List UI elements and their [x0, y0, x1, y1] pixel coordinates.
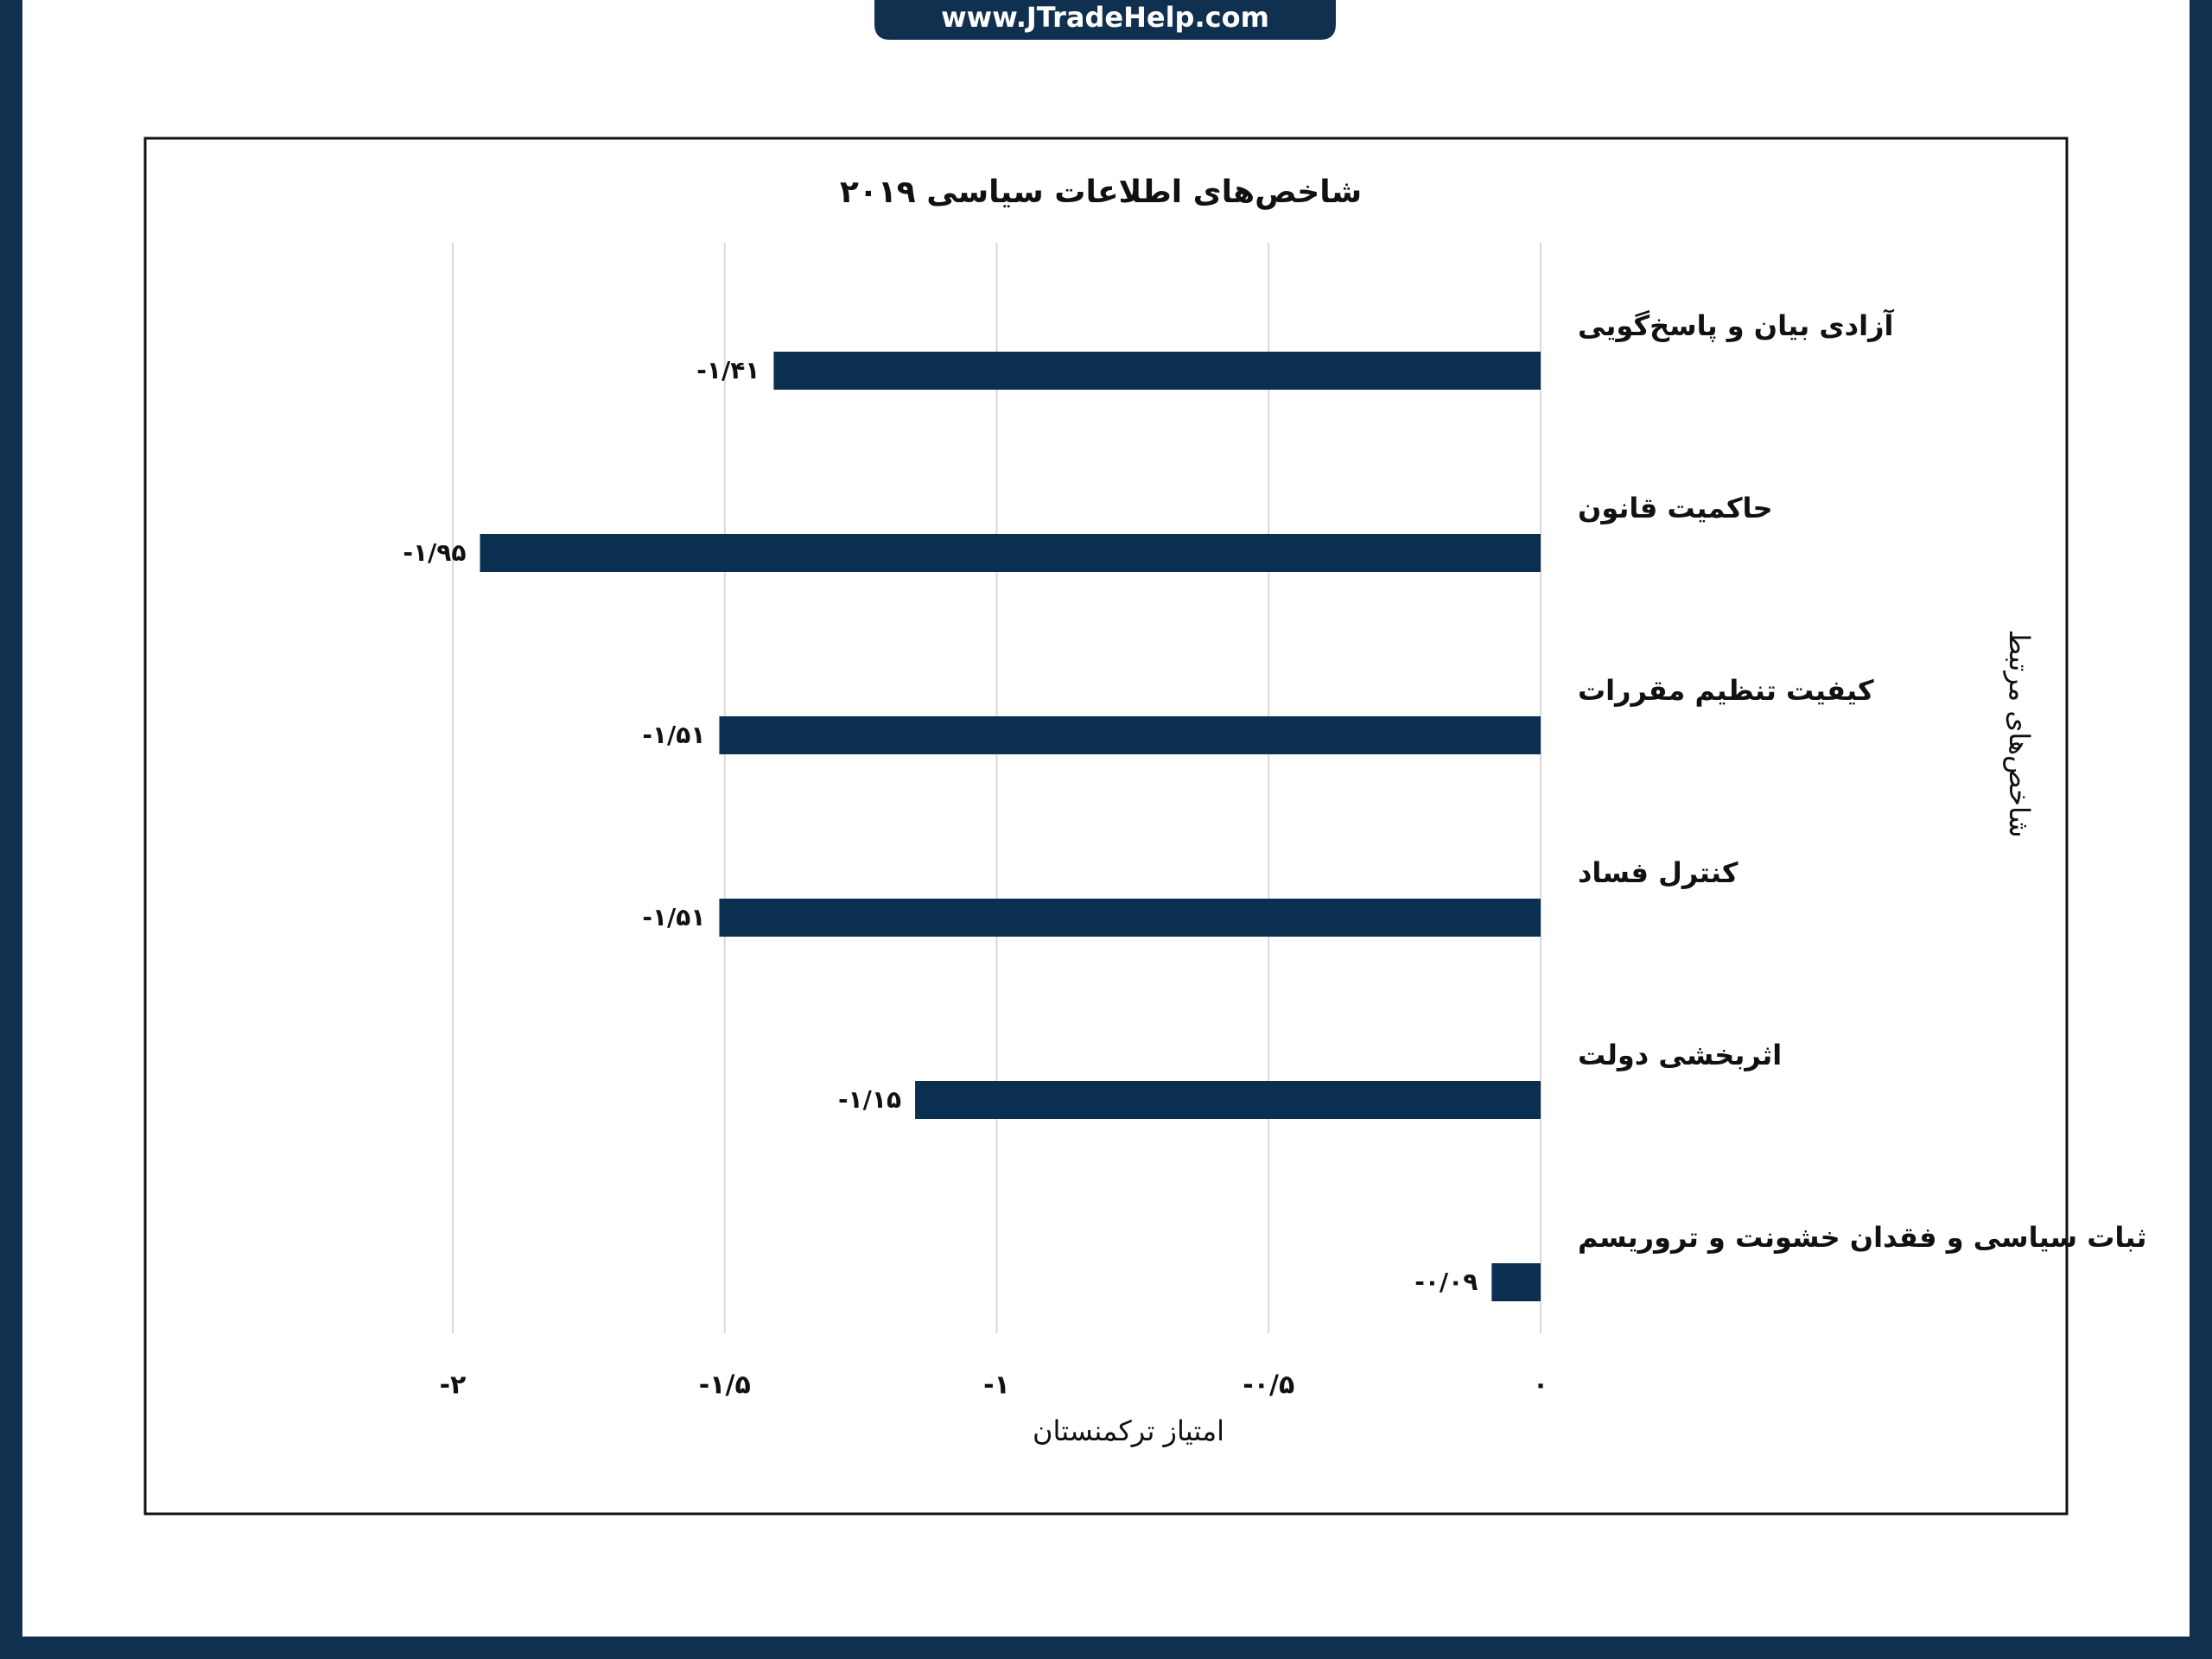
y-axis-title: شاخص‌های مرتبط — [2003, 629, 2036, 837]
bar — [1491, 1263, 1541, 1301]
value-label: -۰/۰۹ — [1414, 1268, 1478, 1296]
x-axis-title: امتیاز ترکمنستان — [1033, 1414, 1224, 1447]
chart-frame — [143, 137, 2069, 1516]
value-label: -۱/۵۱ — [642, 903, 705, 931]
x-tick-label: -۲ — [440, 1370, 467, 1401]
bar — [719, 716, 1541, 754]
x-tick-label: -۰/۵ — [1243, 1370, 1294, 1401]
banner-text: www.JTradeHelp.com — [941, 1, 1269, 34]
bar — [719, 899, 1541, 937]
x-tick-label: ۰ — [1533, 1370, 1548, 1401]
value-label: -۱/۹۵ — [403, 538, 466, 567]
canvas — [22, 0, 2190, 1637]
category-label: آزادی بیان و پاسخ‌گویی — [1578, 308, 1894, 342]
banner-tab — [874, 0, 1336, 40]
category-label: کنترل فساد — [1578, 856, 1738, 889]
category-label: اثربخشی دولت — [1578, 1039, 1782, 1071]
x-tick-label: -۱/۵ — [699, 1370, 751, 1401]
bar — [773, 352, 1541, 390]
chart-title: شاخص‌های اطلاعات سیاسی ۲۰۱۹ — [840, 175, 1362, 210]
x-tick-label: -۱ — [983, 1370, 1010, 1401]
category-label: ثبات سیاسی و فقدان خشونت و تروریسم — [1578, 1221, 2147, 1254]
value-label: -۱/۵۱ — [642, 721, 705, 749]
category-label: کیفیت تنظیم مقررات — [1578, 674, 1874, 707]
value-label: -۱/۱۵ — [838, 1085, 901, 1114]
bar — [480, 534, 1541, 572]
category-label: حاکمیت قانون — [1578, 492, 1773, 524]
bar — [915, 1081, 1541, 1119]
value-label: -۱/۴۱ — [696, 356, 760, 385]
